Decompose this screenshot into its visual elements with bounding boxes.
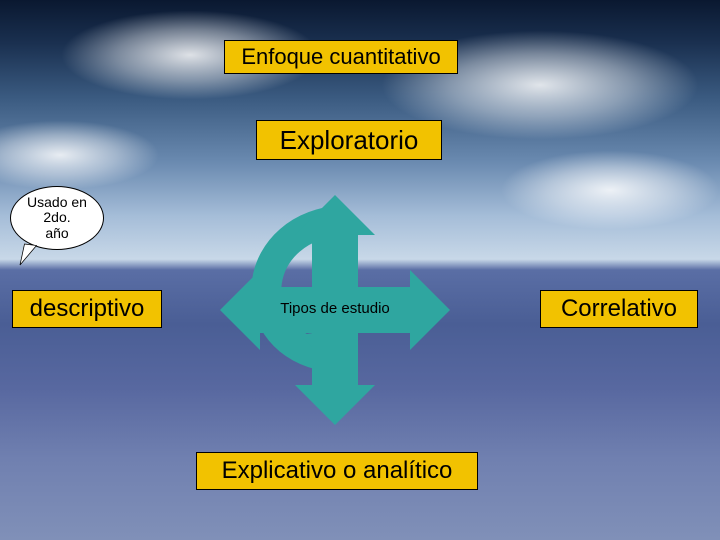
callout-line2: 2do. <box>27 210 87 225</box>
title-box: Enfoque cuantitativo <box>224 40 458 74</box>
callout-bubble: Usado en 2do. año <box>10 186 104 250</box>
bottom-box: Explicativo o analítico <box>196 452 478 490</box>
left-box: descriptivo <box>12 290 162 328</box>
top-text: Exploratorio <box>280 125 419 156</box>
left-text: descriptivo <box>30 295 145 323</box>
center-label: Tipos de estudio <box>255 300 415 317</box>
callout-line3: año <box>27 226 87 241</box>
bottom-text: Explicativo o analítico <box>222 457 453 485</box>
top-box: Exploratorio <box>256 120 442 160</box>
callout-line1: Usado en <box>27 195 87 210</box>
right-box: Correlativo <box>540 290 698 328</box>
callout-tail <box>18 244 52 274</box>
title-text: Enfoque cuantitativo <box>241 44 440 70</box>
right-text: Correlativo <box>561 295 677 323</box>
